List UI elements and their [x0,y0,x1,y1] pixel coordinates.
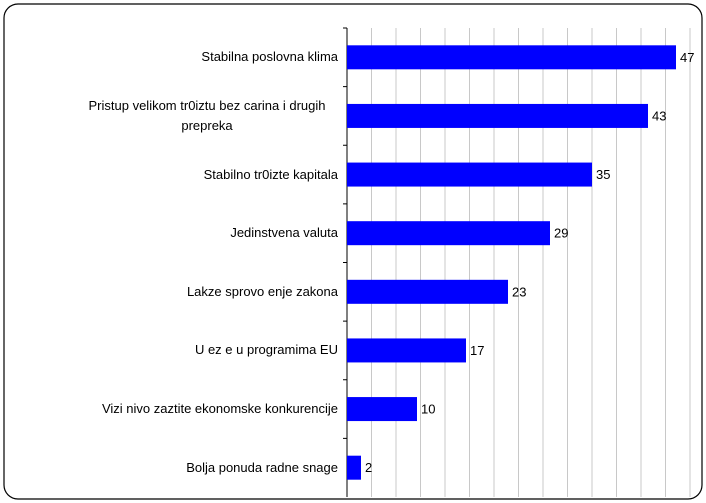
y-tick-label: Bolja ponuda radne snage [186,459,338,475]
bar [347,338,466,363]
value-label: 35 [596,167,610,182]
bar [347,455,361,480]
bar [347,221,550,246]
value-label: 10 [421,402,435,417]
y-tick-label: Lakze sprovo enje zakona [186,283,338,299]
y-tick-label: Stabilno tr0izte kapitala [203,166,338,182]
frame [3,3,703,500]
value-label: 47 [680,50,694,65]
y-tick-label: Jedinstvena valuta [230,225,338,241]
bar [347,397,417,422]
bar [347,45,676,70]
y-tick-label: Vizi nivo zaztite ekonomske konkurencije [101,401,338,417]
bar [347,279,508,304]
value-label: 29 [554,226,568,241]
value-label: 2 [365,460,372,475]
y-tick-label: U ez e u programima EU [194,342,338,358]
y-tick-label: Stabilna poslovna klima [201,49,338,65]
value-label: 23 [512,284,526,299]
value-label: 43 [652,108,666,123]
value-label: 17 [470,343,484,358]
bar [347,162,592,187]
y-tick-label: Pristup velikom tr0iztu bez carina i dru… [88,97,326,133]
bar [347,103,648,128]
